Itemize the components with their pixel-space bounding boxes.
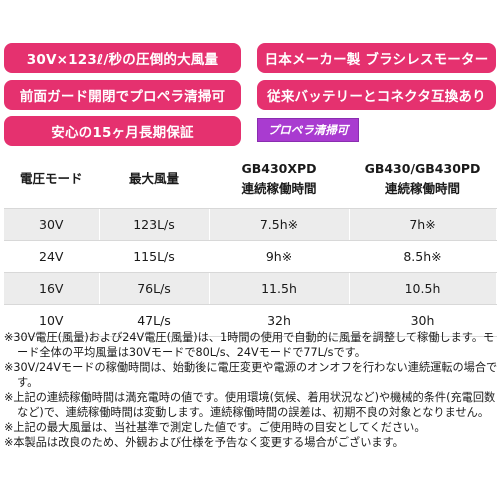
footnote-runtime-variance: ※上記の連続稼働時間は満充電時の値です。使用環境(気候、着用状況など)や機械的条…	[4, 391, 496, 419]
cell-voltage: 16V	[4, 272, 100, 305]
footnote-airflow-adjust: ※30V電圧(風量)および24V電圧(風量)は、1時間の使用で自動的に風量を調整…	[4, 331, 495, 359]
header-pd-runtime: GB430/GB430PD 連続稼働時間	[349, 150, 497, 209]
header-voltage-mode: 電圧モード	[4, 150, 100, 209]
cell-pd-runtime: 30h	[349, 304, 497, 337]
cell-xpd-runtime: 32h	[209, 304, 350, 337]
cell-airflow: 76L/s	[99, 272, 210, 305]
table-row: 24V 115L/s 9h※ 8.5h※	[4, 240, 497, 273]
table-row: 30V 123L/s 7.5h※ 7h※	[4, 208, 497, 241]
cell-xpd-runtime: 9h※	[209, 240, 350, 273]
cell-xpd-runtime: 11.5h	[209, 272, 350, 305]
feature-pill-warranty: 安心の15ヶ月長期保証	[4, 116, 241, 146]
footnote-runtime-condition: ※30V/24Vモードの稼働時間は、始動後に電圧変更や電源のオンオフを行わない連…	[4, 361, 498, 389]
cell-pd-runtime: 10.5h	[349, 272, 497, 305]
spec-table: 電圧モード 最大風量 GB430XPD 連続稼働時間 GB430/GB430PD…	[4, 150, 497, 337]
cell-airflow: 123L/s	[99, 208, 210, 241]
footnotes: ※30V電圧(風量)および24V電圧(風量)は、1時間の使用で自動的に風量を調整…	[4, 330, 498, 450]
feature-pill-battery: 従来バッテリーとコネクタ互換あり	[257, 80, 496, 110]
feature-pill-guard: 前面ガード開閉でプロペラ清掃可	[4, 80, 241, 110]
propeller-clean-badge: プロペラ清掃可	[257, 118, 359, 142]
feature-pill-motor: 日本メーカー製 ブラシレスモーター	[257, 43, 496, 73]
table-row: 16V 76L/s 11.5h 10.5h	[4, 272, 497, 305]
cell-pd-runtime: 8.5h※	[349, 240, 497, 273]
cell-pd-runtime: 7h※	[349, 208, 497, 241]
footnote-spec-change: ※本製品は改良のため、外観および仕様を予告なく変更する場合がございます。	[4, 436, 404, 449]
cell-voltage: 24V	[4, 240, 100, 273]
cell-voltage: 30V	[4, 208, 100, 241]
cell-xpd-runtime: 7.5h※	[209, 208, 350, 241]
header-xpd-runtime: GB430XPD 連続稼働時間	[209, 150, 350, 209]
footnote-airflow-measure: ※上記の最大風量は、当社基準で測定した値です。ご使用時の目安としてください。	[4, 421, 426, 434]
cell-airflow: 47L/s	[99, 304, 210, 337]
header-max-airflow: 最大風量	[99, 150, 210, 209]
feature-pill-airflow: 30V×123ℓ/秒の圧倒的大風量	[4, 43, 241, 73]
cell-airflow: 115L/s	[99, 240, 210, 273]
cell-voltage: 10V	[4, 304, 100, 337]
table-row: 10V 47L/s 32h 30h	[4, 304, 497, 337]
spec-table-header: 電圧モード 最大風量 GB430XPD 連続稼働時間 GB430/GB430PD…	[4, 150, 497, 209]
